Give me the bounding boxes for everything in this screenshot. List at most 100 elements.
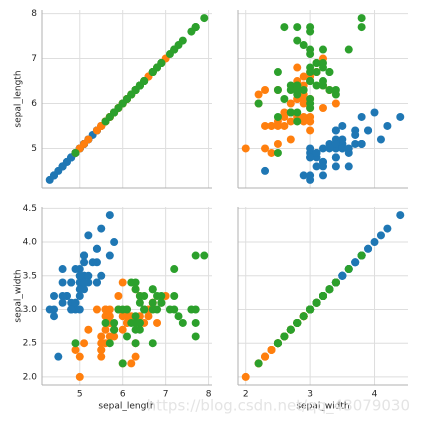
- point: [71, 298, 80, 307]
- point: [338, 121, 347, 130]
- point: [92, 278, 101, 287]
- point: [383, 224, 392, 233]
- point: [131, 325, 140, 334]
- point: [267, 345, 276, 354]
- y-tick-label: 5: [31, 144, 37, 154]
- point: [148, 305, 157, 314]
- point: [97, 271, 106, 280]
- point: [75, 352, 84, 361]
- x-tick-label: 7: [163, 390, 169, 400]
- point: [325, 144, 334, 153]
- point: [110, 238, 119, 247]
- point: [118, 278, 127, 287]
- point: [273, 86, 282, 95]
- point: [97, 345, 106, 354]
- point: [370, 238, 379, 247]
- point: [170, 45, 179, 54]
- point: [84, 271, 93, 280]
- point: [135, 292, 144, 300]
- point: [92, 305, 101, 314]
- point: [319, 63, 327, 72]
- point: [170, 265, 179, 274]
- point: [67, 278, 76, 287]
- point: [191, 23, 200, 32]
- point: [299, 41, 308, 50]
- point: [144, 312, 153, 321]
- point: [101, 325, 110, 334]
- point: [170, 292, 179, 300]
- point: [131, 318, 140, 327]
- point: [241, 372, 250, 381]
- watermark: https://blog.csdn.net/qq_43079030: [147, 397, 410, 416]
- point: [148, 298, 157, 307]
- point: [319, 162, 327, 171]
- point: [338, 271, 347, 280]
- point: [105, 312, 114, 321]
- point: [118, 325, 127, 334]
- point: [75, 305, 84, 314]
- point: [273, 139, 282, 148]
- point: [312, 59, 321, 68]
- point: [80, 278, 89, 287]
- point: [135, 298, 144, 307]
- point: [319, 171, 327, 180]
- point: [293, 318, 302, 327]
- point: [306, 126, 315, 135]
- panel: 5 6 7 8 2.0 2.5 3.0 3.5 4.0 4.5 sepal_length sepal_…: [14, 204, 212, 412]
- point: [58, 298, 67, 307]
- point: [80, 139, 89, 148]
- point: [75, 292, 84, 300]
- point: [383, 121, 392, 130]
- point: [312, 162, 321, 171]
- point: [376, 231, 385, 240]
- point: [261, 121, 270, 130]
- point: [293, 108, 302, 117]
- point: [200, 14, 209, 23]
- point: [101, 318, 110, 327]
- point: [101, 117, 110, 126]
- y-tick-label: 3.0: [23, 305, 38, 315]
- x-tick-label: 8: [206, 390, 212, 400]
- x-tick-label: 2: [243, 390, 249, 400]
- point: [71, 345, 80, 354]
- point: [319, 292, 327, 300]
- point: [306, 77, 315, 86]
- point: [131, 312, 140, 321]
- point: [351, 139, 360, 148]
- y-axis-label: sepal_length: [14, 70, 24, 127]
- point: [370, 108, 379, 117]
- point: [325, 86, 334, 95]
- point: [148, 68, 157, 77]
- point: [338, 144, 347, 153]
- point: [280, 108, 289, 117]
- point: [293, 36, 302, 45]
- x-axis-label: sepal_length: [98, 402, 155, 412]
- point: [306, 112, 315, 121]
- point: [58, 292, 67, 300]
- point: [312, 148, 321, 157]
- y-tick-label: 2.5: [23, 339, 37, 349]
- point: [131, 285, 140, 294]
- point: [299, 312, 308, 321]
- point: [105, 251, 114, 260]
- point: [127, 90, 136, 99]
- point: [97, 352, 106, 361]
- point: [306, 68, 315, 77]
- point: [267, 148, 276, 157]
- point: [344, 162, 353, 171]
- point: [118, 359, 127, 368]
- point: [331, 126, 340, 135]
- point: [273, 339, 282, 348]
- point: [50, 305, 59, 314]
- point: [306, 171, 315, 180]
- point: [331, 99, 340, 108]
- point: [306, 144, 315, 153]
- point: [364, 244, 373, 253]
- point: [131, 339, 140, 348]
- point: [293, 86, 302, 95]
- point: [319, 144, 327, 153]
- point: [312, 68, 321, 77]
- panel: [237, 10, 408, 189]
- point: [325, 68, 334, 77]
